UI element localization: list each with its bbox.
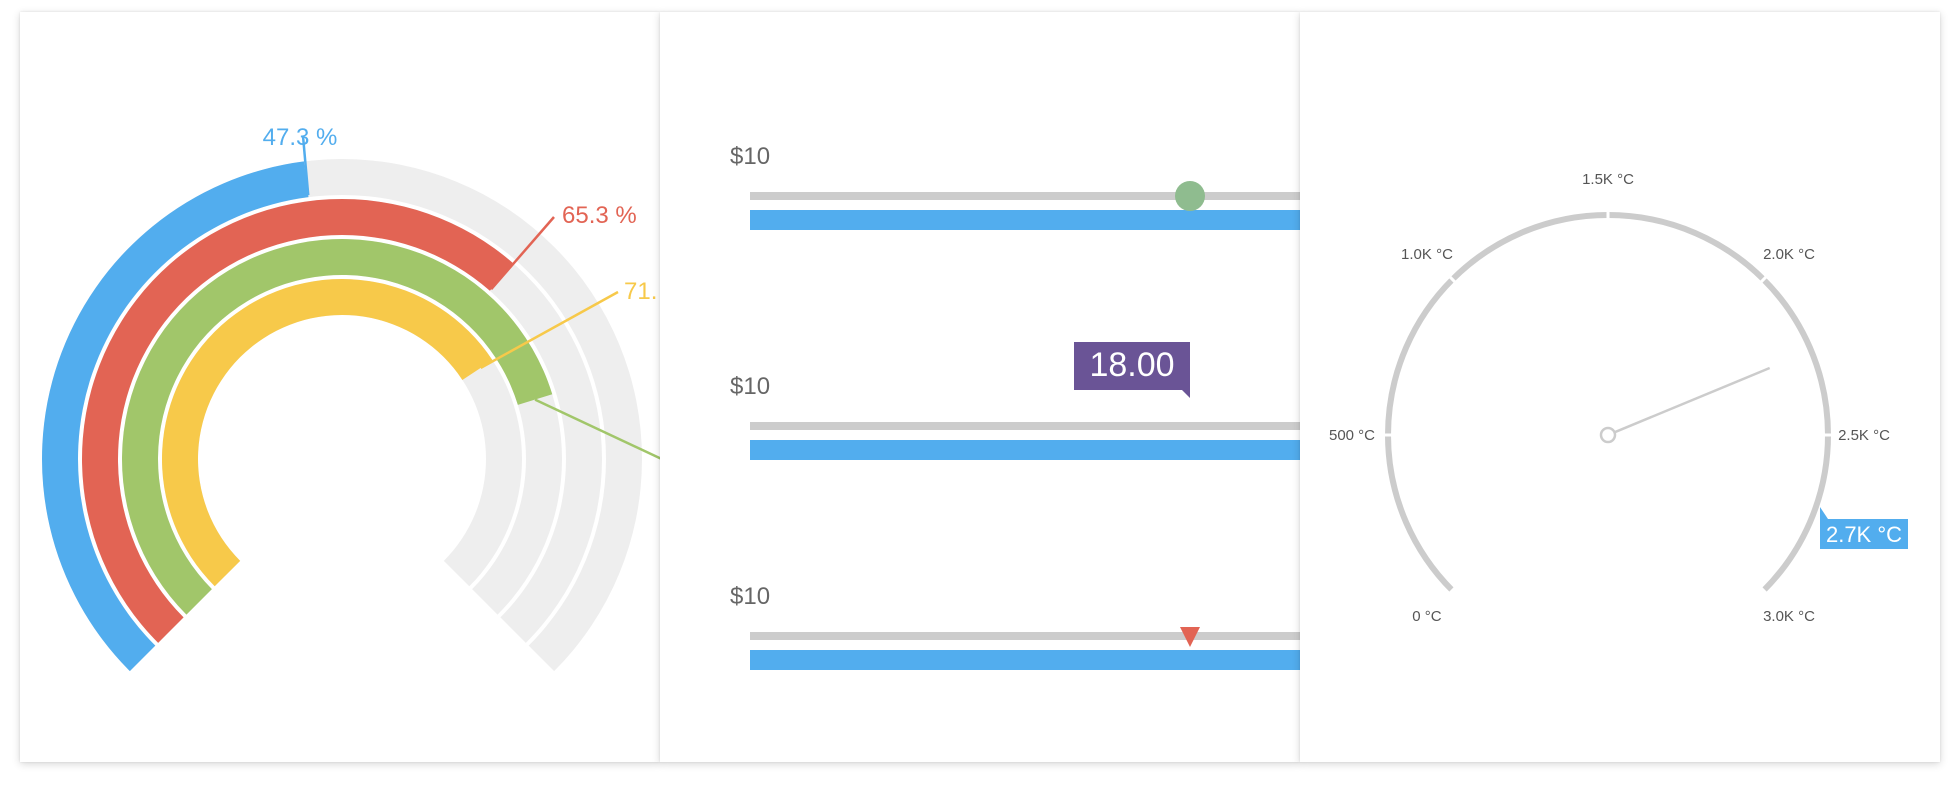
gauge-tick-mark-6 — [1759, 586, 1768, 595]
gauge-tick-label-5: 2.5K °C — [1838, 427, 1890, 444]
bullet-tooltip-box-1 — [1074, 342, 1190, 398]
bullet-range-bar-0 — [750, 192, 1300, 200]
radial-leader-line-1 — [490, 216, 555, 291]
gauge-tick-label-0: 0 °C — [1412, 608, 1442, 625]
gauge-tick-label-3: 1.5K °C — [1582, 171, 1634, 188]
gauge-tick-label-4: 2.0K °C — [1763, 246, 1815, 263]
bullet-axis-label-1: $10 — [730, 373, 770, 400]
gauge-needle-hub — [1599, 426, 1617, 444]
radial-data-label-1: 65.3 % — [562, 202, 637, 229]
radial-bar-chart: 47.3 % 65.3 % 71. — [41, 124, 701, 672]
gauge-tick-label-6: 3.0K °C — [1763, 608, 1815, 625]
radial-bar-1 — [81, 198, 514, 643]
gauge-value-badge — [1820, 507, 1908, 549]
radial-bar-2 — [121, 238, 553, 615]
bullet-target-marker-0 — [1175, 181, 1205, 211]
gauge-tick-label-1: 500 °C — [1329, 427, 1375, 444]
bullet-chart: $10 $10 18.00 $10 — [730, 143, 1300, 670]
gauge-tick-label-2: 1.0K °C — [1401, 246, 1453, 263]
radial-bar-card: 47.3 % 65.3 % 71. — [20, 12, 701, 762]
radial-data-label-0: 47.3 % — [263, 124, 338, 151]
bullet-value-bar-1 — [750, 440, 1300, 460]
gauge-arc — [1385, 212, 1831, 593]
bullet-range-bar-2 — [750, 632, 1300, 640]
radial-leader-line-0 — [301, 135, 310, 196]
radial-bar-0 — [41, 161, 309, 672]
gauge-chart: 0 °C 500 °C 1.0K °C 1.5K °C 2.0K °C 2.5K °C 3.… — [1329, 171, 1908, 625]
bullet-value-bar-2 — [750, 650, 1300, 670]
radial-data-label-2: 71. — [624, 278, 657, 305]
gauge-value-text: 2.7K °C — [1826, 522, 1902, 547]
radial-bar-3 — [161, 279, 493, 587]
radial-leader-line-2 — [480, 290, 619, 369]
gauge-needle — [1613, 366, 1771, 434]
gauge-tick-mark-2 — [1448, 275, 1457, 284]
bullet-axis-label-2: $10 — [730, 583, 770, 610]
gauge-card: 0 °C 500 °C 1.0K °C 1.5K °C 2.0K °C 2.5K °C 3.… — [1300, 12, 1940, 762]
bullet-axis-label-0: $10 — [730, 143, 770, 170]
gauge-tick-mark-4 — [1759, 275, 1768, 284]
bullet-range-bar-1 — [750, 422, 1300, 430]
bullet-chart-card: $10 $10 18.00 $10 — [660, 12, 1300, 762]
bullet-target-marker-2 — [1180, 627, 1200, 647]
gauge-tick-mark-0 — [1448, 586, 1457, 595]
bullet-value-bar-0 — [750, 210, 1300, 230]
bullet-tooltip-text-1: 18.00 — [1089, 346, 1174, 384]
